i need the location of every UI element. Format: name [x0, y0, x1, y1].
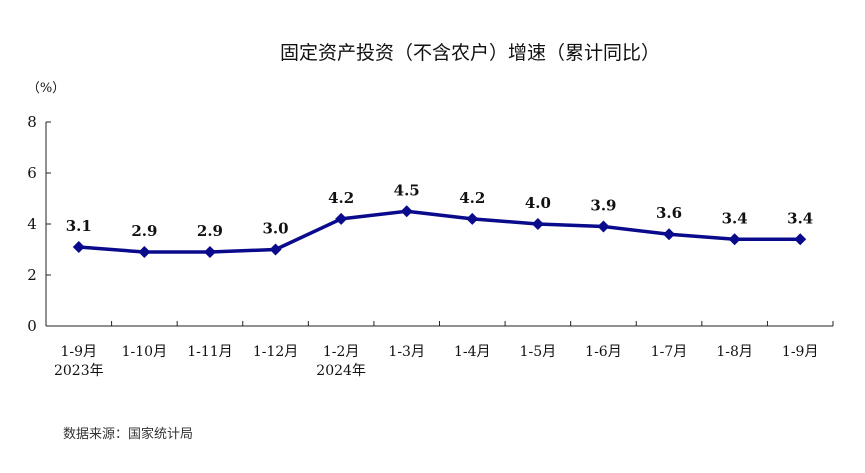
data-source-note: 数据来源：国家统计局: [63, 427, 194, 442]
data-point-marker: [466, 212, 479, 225]
y-tick-label: 2: [27, 266, 37, 284]
data-point-marker: [794, 233, 807, 246]
x-tick-label: 1-9月: [782, 344, 819, 360]
data-label: 3.9: [590, 197, 616, 215]
x-year-label: 2024年: [316, 363, 366, 379]
data-label: 2.9: [131, 222, 157, 240]
y-unit-label: （%）: [27, 81, 65, 96]
axes: 0 2 4 6 8 1-9月 2023年 1-10月 1-11月 1-12月 1-2月 2024年 1-…: [27, 113, 834, 379]
x-tick-label: 1-12月: [253, 344, 298, 360]
data-label: 4.2: [459, 189, 485, 207]
chart-title: 固定资产投资（不含农户）增速（累计同比）: [280, 42, 660, 64]
x-tick-label: 1-8月: [716, 344, 753, 360]
data-point-marker: [203, 246, 216, 259]
x-tick-label: 1-7月: [651, 344, 688, 360]
x-tick-label: 1-9月: [61, 344, 98, 360]
data-point-marker: [400, 205, 413, 218]
x-year-label: 2023年: [54, 363, 104, 379]
data-label: 2.9: [197, 222, 223, 240]
data-point-marker: [531, 218, 544, 230]
x-tick-label: 1-6月: [585, 344, 622, 360]
data-labels: 3.1 2.9 2.9 3.0 4.2 4.5 4.2 4.0 3.9 3.6 3.4 3.4: [66, 181, 814, 240]
series-polyline: [78, 209, 801, 254]
data-point-marker: [597, 220, 610, 233]
x-tick-label: 1-11月: [187, 344, 232, 360]
y-tick-label: 0: [27, 317, 37, 335]
data-point-marker: [72, 240, 85, 253]
x-tick-label: 1-2月: [323, 344, 360, 360]
data-label: 4.0: [525, 194, 551, 212]
data-label: 3.4: [722, 209, 748, 227]
data-point-marker: [663, 228, 676, 241]
data-point-marker: [728, 233, 741, 246]
data-label: 4.2: [328, 189, 354, 207]
y-tick-label: 8: [27, 113, 37, 131]
data-label: 3.1: [66, 217, 92, 235]
data-label: 3.4: [787, 209, 813, 227]
data-point-marker: [138, 246, 151, 259]
x-tick-label: 1-4月: [454, 344, 491, 360]
data-label: 3.6: [656, 204, 682, 222]
x-tick-label: 1-5月: [520, 344, 557, 360]
x-tick-label: 1-10月: [122, 344, 167, 360]
data-label: 3.0: [262, 220, 288, 238]
data-label: 4.5: [394, 181, 420, 199]
y-tick-label: 4: [27, 215, 37, 233]
y-tick-label: 6: [27, 164, 37, 182]
data-point-marker: [335, 212, 348, 225]
series-line: [72, 205, 807, 259]
data-point-marker: [269, 243, 282, 256]
x-tick-label: 1-3月: [388, 344, 425, 360]
